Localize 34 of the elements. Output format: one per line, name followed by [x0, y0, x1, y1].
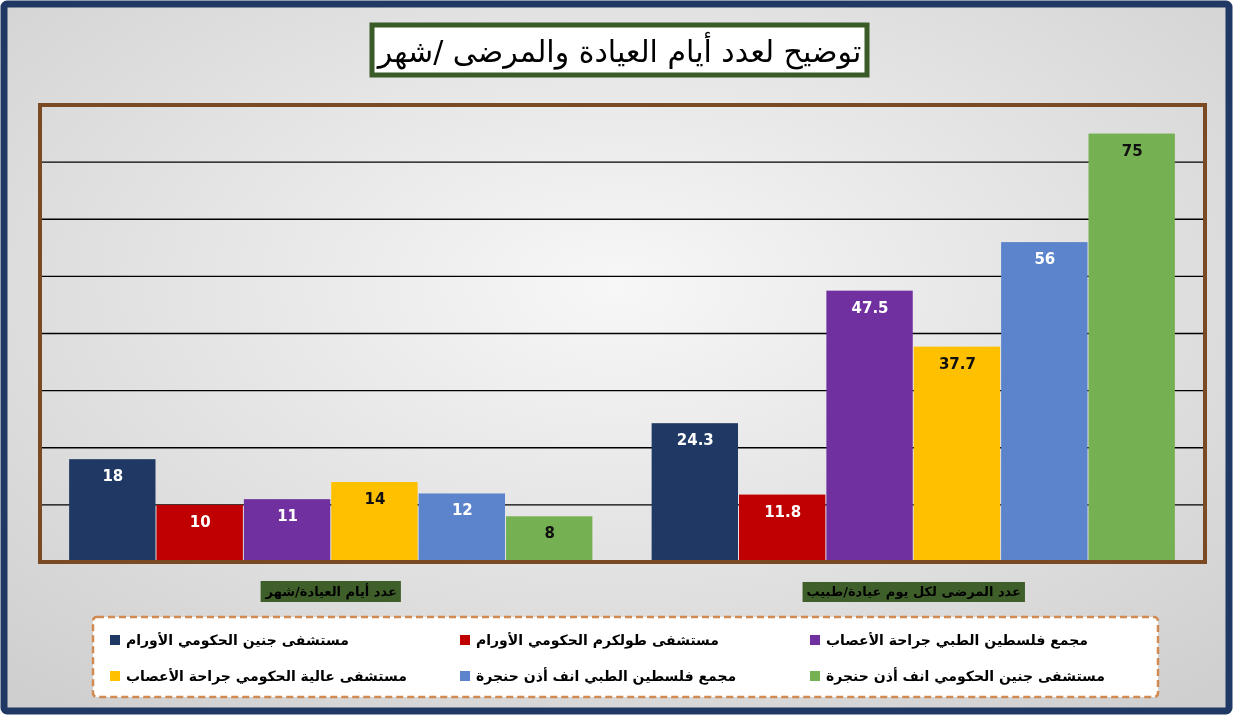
bar	[826, 290, 913, 562]
bar	[739, 494, 826, 562]
legend-label: مجمع فلسطين الطبي جراحة الأعصاب	[826, 632, 1088, 649]
data-label: 10	[189, 512, 211, 531]
legend-label: مستشفى عالية الحكومي جراحة الأعصاب	[126, 668, 407, 685]
bar	[243, 499, 331, 562]
data-label: 37.7	[938, 354, 976, 373]
legend-label: مستشفى طولكرم الحكومي الأورام	[476, 632, 720, 649]
bar	[418, 493, 505, 562]
data-label: 8	[544, 524, 555, 543]
data-label: 56	[1034, 250, 1056, 269]
data-label: 12	[451, 501, 473, 520]
legend-label: مستشفى جنين الحكومي الأورام	[126, 632, 349, 649]
data-label: 11	[277, 507, 298, 526]
bar	[156, 504, 243, 562]
x-tick-label: عدد المرضى لكل يوم عيادة/طبيب	[806, 584, 1021, 600]
data-label: 47.5	[851, 298, 889, 317]
data-label: 11.8	[764, 502, 802, 521]
bar	[69, 459, 156, 562]
legend-label: مجمع فلسطين الطبي انف أذن حنجرة	[476, 667, 737, 685]
chart-title: توضيح لعدد أيام العيادة والمرضى /شهر	[375, 31, 862, 70]
bar	[506, 516, 593, 562]
bar	[331, 482, 418, 562]
bar	[913, 346, 1001, 562]
data-label: 75	[1121, 141, 1143, 160]
bar	[1001, 242, 1088, 562]
bar	[651, 423, 738, 562]
data-label: 14	[364, 490, 386, 509]
legend-label: مستشفى جنين الحكومي انف أذن حنجرة	[826, 667, 1106, 685]
data-label: 24.3	[676, 431, 714, 450]
title: توضيح لعدد أيام العيادة والمرضى /شهر	[369, 22, 870, 78]
data-label: 18	[102, 467, 124, 486]
bar	[1088, 133, 1175, 562]
x-tick-label: عدد أيام العيادة/شهر	[264, 583, 397, 600]
